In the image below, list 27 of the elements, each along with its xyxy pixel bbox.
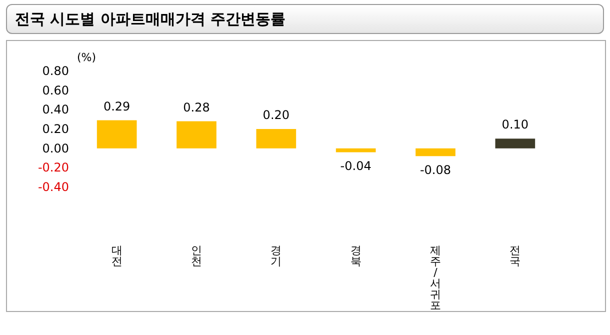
data-label: 0.29: [103, 99, 130, 114]
y-tick-label: -0.40: [38, 180, 69, 194]
bar: [495, 138, 536, 148]
data-label: 0.28: [183, 100, 210, 114]
x-tick-label: 경북: [350, 244, 362, 268]
data-label: 0.10: [502, 118, 529, 132]
bar: [96, 120, 137, 148]
x-tick-label: 제주/서귀포: [430, 244, 441, 312]
data-label: 0.20: [262, 108, 290, 122]
x-tick-label: 경기: [270, 244, 282, 268]
bar: [176, 121, 216, 148]
y-tick-label: 0.20: [42, 122, 69, 136]
x-tick-label: 인천: [191, 244, 202, 268]
x-tick-label: 대전: [111, 244, 122, 268]
bar: [256, 129, 296, 148]
y-axis-title: (%): [77, 51, 96, 64]
data-label: -0.04: [340, 159, 372, 174]
y-tick-label: 0.00: [42, 141, 69, 156]
y-tick-label: 0.40: [42, 102, 69, 117]
y-tick-label: 0.60: [42, 83, 69, 98]
bar: [416, 148, 456, 156]
chart-title: 전국 시도별 아파트매매가격 주간변동률: [6, 4, 604, 34]
bar: [336, 148, 376, 152]
y-tick-label: -0.20: [38, 160, 69, 175]
y-tick-label: 0.80: [42, 64, 69, 78]
data-label: -0.08: [420, 163, 452, 178]
x-tick-label: 전국: [510, 244, 521, 268]
